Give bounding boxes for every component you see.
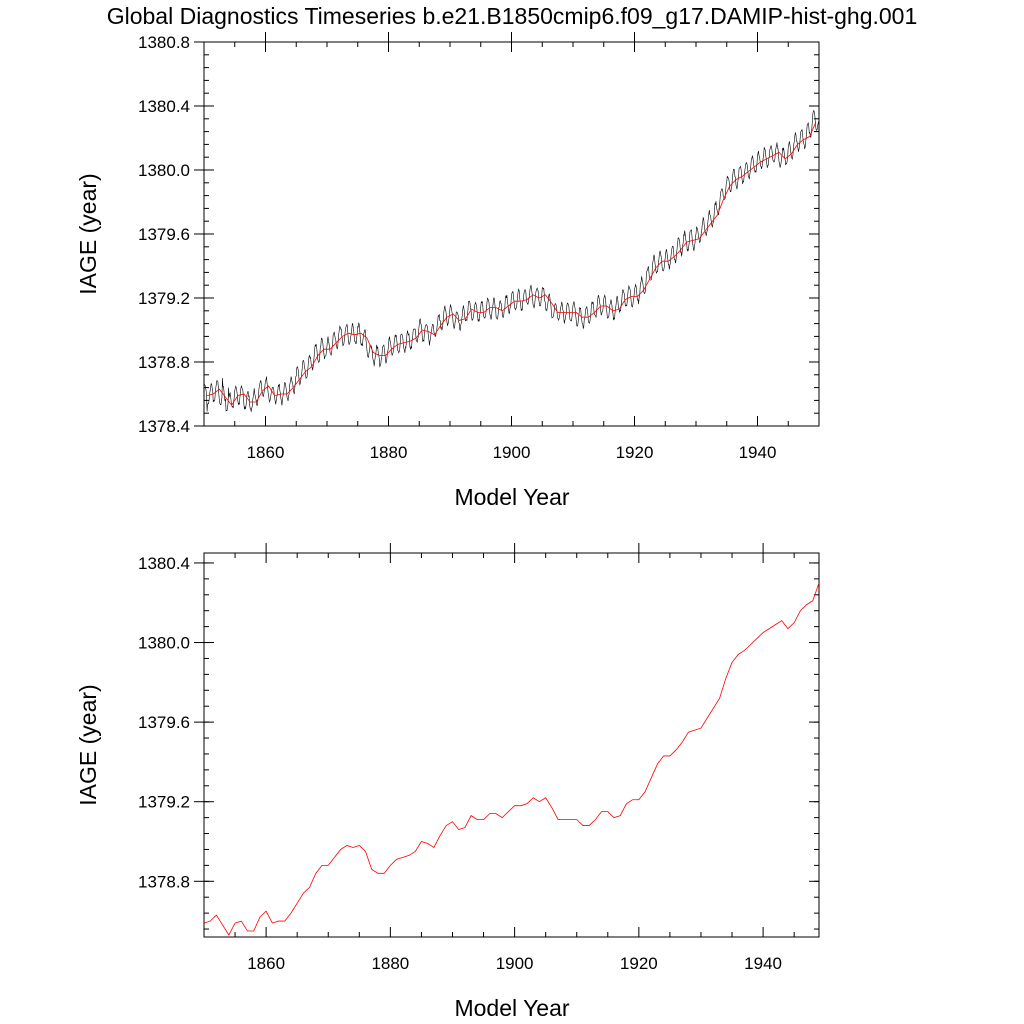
y-tick-label: 1380.4 <box>138 554 190 573</box>
figure-title: Global Diagnostics Timeseries b.e21.B185… <box>107 3 918 29</box>
bottom-y-tick-labels: 1378.8 1379.2 1379.6 1380.0 1380.4 <box>138 554 190 891</box>
y-tick-label: 1378.8 <box>138 872 190 891</box>
y-tick-label: 1379.2 <box>138 289 190 308</box>
bottom-x-tick-labels: 1860 1880 1900 1920 1940 <box>247 954 782 973</box>
x-tick-label: 1860 <box>247 954 285 973</box>
x-tick-label: 1920 <box>620 954 658 973</box>
x-tick-label: 1940 <box>744 954 782 973</box>
y-tick-label: 1380.0 <box>138 161 190 180</box>
x-tick-label: 1900 <box>496 954 534 973</box>
y-tick-label: 1378.8 <box>138 353 190 372</box>
bottom-series <box>204 582 819 936</box>
top-panel: 1378.4 1378.8 1379.2 1379.6 1380.0 1380.4 1380… <box>75 32 820 510</box>
y-tick-label: 1380.4 <box>138 97 190 116</box>
top-plot-frame <box>203 41 820 427</box>
x-tick-label: 1860 <box>247 443 285 462</box>
y-tick-label: 1379.6 <box>138 713 190 732</box>
x-tick-label: 1880 <box>370 443 408 462</box>
y-tick-label: 1380.8 <box>138 33 190 52</box>
y-tick-label: 1379.6 <box>138 225 190 244</box>
x-tick-label: 1900 <box>493 443 531 462</box>
top-ticks <box>194 32 820 427</box>
top-y-axis-label: IAGE (year) <box>75 173 101 294</box>
x-tick-label: 1940 <box>739 443 777 462</box>
y-tick-label: 1378.4 <box>138 417 190 436</box>
bottom-y-axis-label: IAGE (year) <box>75 684 101 805</box>
top-y-tick-labels: 1378.4 1378.8 1379.2 1379.6 1380.0 1380.4 1380… <box>138 33 190 436</box>
top-series <box>204 110 819 412</box>
bottom-ticks <box>194 543 819 937</box>
top-x-axis-label: Model Year <box>454 484 569 510</box>
y-tick-label: 1379.2 <box>138 793 190 812</box>
x-tick-label: 1880 <box>371 954 409 973</box>
x-tick-label: 1920 <box>616 443 654 462</box>
annual-series-line <box>206 121 817 406</box>
y-tick-label: 1380.0 <box>138 634 190 653</box>
top-x-tick-labels: 1860 1880 1900 1920 1940 <box>247 443 777 462</box>
bottom-plot-frame <box>203 552 820 938</box>
annual-series-line <box>204 582 819 936</box>
bottom-x-axis-label: Model Year <box>454 995 569 1021</box>
monthly-series-line <box>204 110 819 412</box>
